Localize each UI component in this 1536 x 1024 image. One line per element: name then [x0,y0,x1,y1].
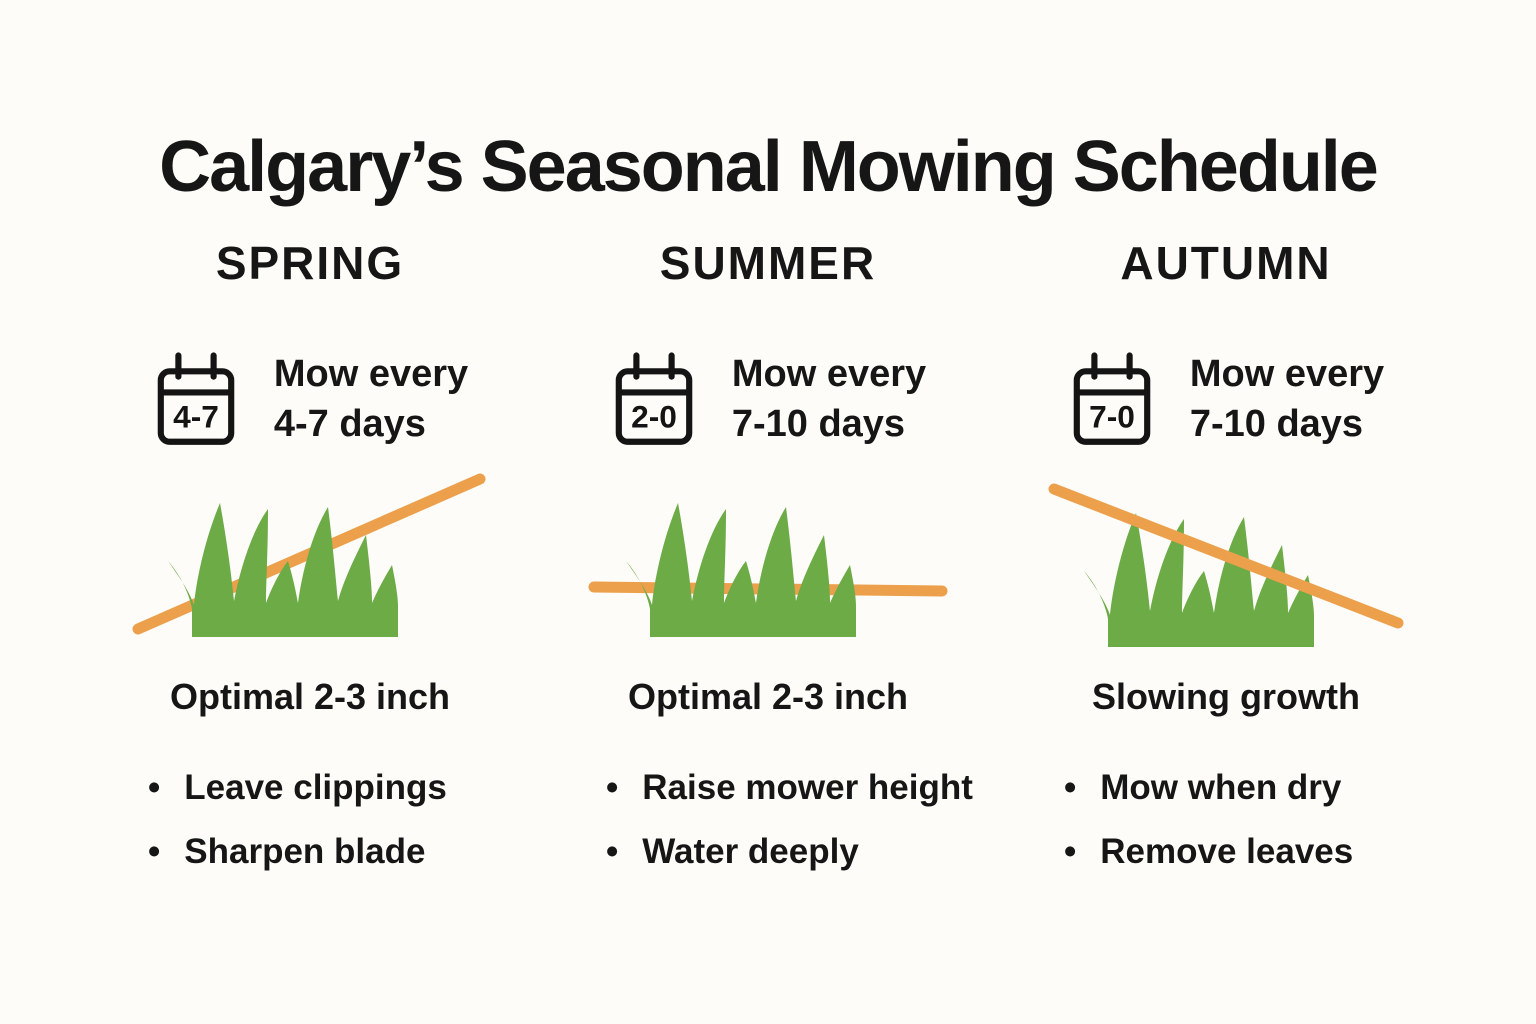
height-note: Optimal 2-3 inch [169,676,451,717]
tip-item: • Remove leaves [1064,820,1456,884]
tips-list: • Raise mower height • Water deeply [538,756,998,883]
tip-text: Mow when dry [1100,768,1342,807]
tip-item: • Sharpen blade [148,820,540,884]
bullet-dot: • [1064,831,1077,871]
bullet-dot: • [148,831,161,871]
tip-item: • Water deeply [606,820,998,884]
season-column-autumn: AUTUMN 7-0 Mow every 7-10 days Slowing g… [996,228,1456,883]
bullet-dot: • [606,831,619,871]
mowing-frequency-text: Mow every 7-10 days [1190,350,1384,449]
grass-illustration [588,503,948,637]
season-header-spring: SPRING [215,237,405,289]
tips-list: • Mow when dry • Remove leaves [996,756,1456,883]
bullet-dot: • [606,768,619,807]
season-column-spring: SPRING 4-7 Mow every 4-7 days Optimal 2-… [80,228,540,883]
season-column-summer: SUMMER 2-0 Mow every 7-10 days Optimal 2… [538,228,998,883]
frequency-line2: 7-10 days [731,402,906,445]
tip-text: Raise mower height [642,768,973,807]
calendar-label: 7-0 [1089,399,1135,435]
frequency-line2: 7-10 days [1189,402,1364,445]
mowing-frequency-text: Mow every 4-7 days [274,350,468,449]
tips-list: • Leave clippings • Sharpen blade [80,756,540,883]
tip-text: Sharpen blade [184,831,426,871]
grass-illustration [1048,483,1404,647]
tip-item: • Mow when dry [1064,756,1456,820]
tip-item: • Leave clippings [148,756,540,820]
grass-clump [168,503,398,637]
calendar-label: 2-0 [631,399,677,435]
growth-trend-line [1048,483,1404,629]
frequency-line1: Mow every [731,353,927,396]
height-note: Slowing growth [1092,676,1360,717]
mowing-frequency-row: 2-0 Mow every 7-10 days [610,350,926,449]
calendar-icon: 4-7 [157,352,235,445]
page-title: Calgary’s Seasonal Mowing Schedule [159,127,1379,208]
frequency-line2: 4-7 days [273,402,426,445]
tip-text: Water deeply [642,831,859,871]
mowing-frequency-text: Mow every 7-10 days [732,350,926,449]
mowing-frequency-row: 4-7 Mow every 4-7 days [152,350,468,449]
frequency-line1: Mow every [1189,353,1385,396]
grass-clump [1084,513,1314,647]
calendar-icon: 2-0 [615,352,693,445]
tip-text: Remove leaves [1100,831,1354,871]
grass-illustration [132,473,486,637]
bullet-dot: • [148,768,161,807]
grass-clump [626,503,856,637]
season-header-autumn: AUTUMN [1120,237,1332,289]
height-note: Optimal 2-3 inch [627,676,909,717]
calendar-icon: 7-0 [1073,352,1151,445]
bullet-dot: • [1064,768,1077,807]
mowing-frequency-row: 7-0 Mow every 7-10 days [1068,350,1384,449]
season-header-summer: SUMMER [659,237,877,289]
tip-item: • Raise mower height [606,756,998,820]
calendar-label: 4-7 [173,399,219,435]
tip-text: Leave clippings [184,768,447,807]
frequency-line1: Mow every [273,353,469,396]
